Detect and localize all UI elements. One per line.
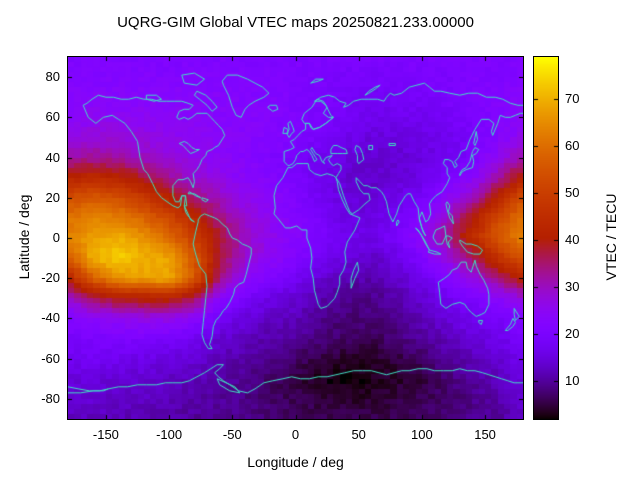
colorbar-tick-label: 10 xyxy=(565,373,580,389)
x-axis-label: Longitude / deg xyxy=(247,454,344,470)
colorbar-tick-label: 30 xyxy=(565,279,580,295)
y-tick-label: 60 xyxy=(45,109,60,125)
colorbar-tick-label: 60 xyxy=(565,138,580,154)
colorbar-tick-label: 20 xyxy=(565,326,580,342)
colorbar xyxy=(533,56,559,420)
y-tick-label: -60 xyxy=(41,350,60,366)
y-tick-label: 20 xyxy=(45,189,60,205)
vtec-heatmap-canvas xyxy=(68,57,523,419)
x-tick-label: -100 xyxy=(156,427,183,442)
y-tick-label: -20 xyxy=(41,270,60,286)
y-tick-label: 80 xyxy=(45,69,60,85)
y-axis-label: Latitude / deg xyxy=(16,194,32,280)
colorbar-label: VTEC / TECU xyxy=(603,193,619,281)
x-tick-label: 100 xyxy=(411,427,433,442)
colorbar-tick-label: 50 xyxy=(565,185,580,201)
x-tick-label: 150 xyxy=(474,427,496,442)
y-tick-label: -80 xyxy=(41,390,60,406)
colorbar-canvas xyxy=(534,57,558,419)
x-tick-label: -150 xyxy=(92,427,119,442)
y-tick-label: -40 xyxy=(41,310,60,326)
colorbar-tick-label: 70 xyxy=(565,91,580,107)
x-tick-label: -50 xyxy=(222,427,242,442)
x-tick-label: 50 xyxy=(351,427,366,442)
colorbar-tick-label: 40 xyxy=(565,232,580,248)
chart-title: UQRG-GIM Global VTEC maps 20250821.233.0… xyxy=(117,14,474,31)
y-tick-label: 40 xyxy=(45,149,60,165)
x-tick-label: 0 xyxy=(291,427,300,442)
plot-area xyxy=(67,56,524,420)
y-tick-label: 0 xyxy=(52,230,60,245)
